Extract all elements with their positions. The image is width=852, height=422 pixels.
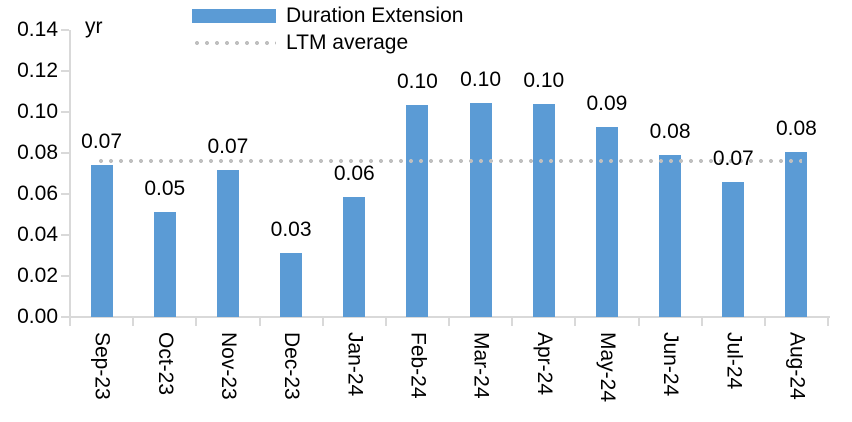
- bar-feb-24: [406, 104, 429, 317]
- y-tick-label: 0.14: [17, 18, 58, 41]
- bar-jun-24: [659, 155, 682, 317]
- x-tick-mark: [132, 318, 135, 326]
- bar-nov-23: [216, 170, 239, 317]
- x-tick-mark: [258, 318, 261, 326]
- x-tick-mark: [637, 318, 640, 326]
- x-category-label: Jan-24: [343, 332, 367, 397]
- bar-sep-23: [90, 165, 113, 317]
- y-tick-label: 0.02: [17, 264, 58, 287]
- bar-value-label: 0.10: [460, 67, 502, 91]
- x-category-label: Apr-24: [532, 332, 556, 396]
- x-tick-mark: [321, 318, 324, 326]
- x-axis-line: [69, 316, 830, 318]
- ltm-average-line: [95, 159, 803, 164]
- y-tick-mark: [61, 70, 69, 72]
- x-tick-mark: [574, 318, 577, 326]
- bar-jan-24: [343, 197, 366, 317]
- y-tick-label: 0.06: [17, 182, 58, 205]
- bar-may-24: [595, 127, 618, 317]
- y-tick-mark: [61, 316, 69, 318]
- bar-value-label: 0.05: [144, 177, 186, 201]
- legend-bar-swatch-icon: [192, 8, 276, 23]
- x-category-label: Jun-24: [659, 332, 683, 397]
- legend-item-duration-extension: Duration Extension: [192, 2, 463, 29]
- bar-oct-23: [153, 212, 176, 317]
- x-category-label: Aug-24: [785, 332, 809, 400]
- bar-value-label: 0.08: [649, 120, 691, 144]
- x-tick-mark: [700, 318, 703, 326]
- bar-dec-23: [280, 253, 303, 317]
- y-tick-mark: [61, 193, 69, 195]
- bar-value-label: 0.07: [712, 146, 754, 170]
- x-category-label: Sep-23: [90, 332, 114, 400]
- y-tick-mark: [61, 111, 69, 113]
- y-tick-mark: [61, 29, 69, 31]
- y-tick-mark: [61, 234, 69, 236]
- y-tick-label: 0.00: [17, 305, 58, 328]
- x-category-label: Jul-24: [722, 332, 746, 390]
- bar-value-label: 0.10: [396, 69, 438, 93]
- x-category-label: May-24: [595, 332, 619, 403]
- legend-label-duration-extension: Duration Extension: [286, 3, 464, 27]
- legend-label-ltm-average: LTM average: [286, 30, 409, 54]
- bar-value-label: 0.10: [523, 68, 565, 92]
- legend: Duration Extension LTM average: [192, 2, 463, 56]
- x-tick-mark: [511, 318, 514, 326]
- y-tick-label: 0.04: [17, 223, 58, 246]
- bar-value-label: 0.06: [333, 162, 375, 186]
- bar-value-label: 0.09: [586, 92, 628, 116]
- bar-value-label: 0.07: [207, 135, 249, 159]
- bar-apr-24: [532, 103, 555, 317]
- y-axis-unit-label: yr: [85, 15, 103, 38]
- bar-value-label: 0.03: [270, 218, 312, 242]
- bar-aug-24: [785, 151, 808, 317]
- x-category-label: Mar-24: [469, 332, 493, 399]
- x-tick-mark: [448, 318, 450, 326]
- y-tick-label: 0.08: [17, 141, 58, 164]
- y-tick-mark: [61, 152, 69, 154]
- y-axis-line: [69, 30, 71, 319]
- y-tick-label: 0.10: [17, 100, 58, 123]
- bar-value-label: 0.07: [81, 130, 123, 154]
- x-tick-mark: [827, 318, 829, 326]
- bar-mar-24: [469, 102, 492, 317]
- x-tick-mark: [763, 318, 766, 326]
- bar-value-label: 0.08: [775, 116, 817, 140]
- legend-dotted-line-swatch-icon: [192, 40, 276, 45]
- x-tick-mark: [384, 318, 387, 326]
- y-tick-label: 0.12: [17, 59, 58, 82]
- x-tick-mark: [195, 318, 198, 326]
- legend-item-ltm-average: LTM average: [192, 29, 463, 56]
- x-tick-mark: [69, 318, 71, 326]
- bar-jul-24: [722, 181, 745, 317]
- x-category-label: Oct-23: [153, 332, 177, 396]
- x-category-label: Feb-24: [406, 332, 430, 399]
- y-tick-mark: [61, 275, 69, 277]
- x-category-label: Nov-23: [216, 332, 240, 400]
- x-category-label: Dec-23: [280, 332, 304, 400]
